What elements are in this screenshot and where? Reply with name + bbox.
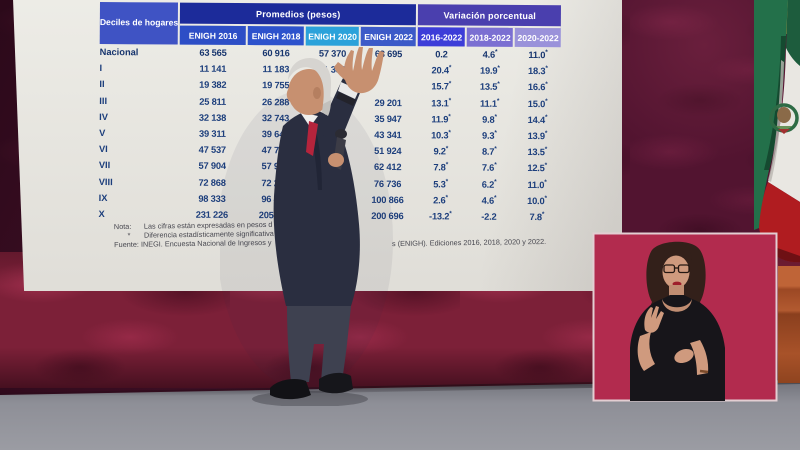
presenter-figure: [220, 47, 393, 406]
table-cell: 10.3*: [431, 129, 451, 141]
table-cell: 19.9*: [480, 64, 500, 77]
interpreter-right-arm: [690, 340, 709, 375]
table-cell: 4.6*: [481, 194, 497, 206]
table-cell: 9.3*: [482, 129, 497, 141]
left-shoe: [270, 379, 311, 400]
table-cell: 11.1*: [480, 97, 500, 109]
table-cell: 11.0*: [528, 49, 548, 61]
table-cell: 7.8*: [529, 210, 545, 223]
table-cell: 12.5*: [527, 162, 548, 174]
column-header: 2016-2022: [418, 27, 466, 47]
signing-hand: [644, 306, 664, 333]
table-cell: 11.0*: [527, 178, 547, 190]
table-cell: 13.5*: [479, 81, 500, 93]
table-cell: 18.3*: [528, 65, 548, 77]
table-cell: 13.9*: [527, 130, 548, 142]
shirt-collar: [300, 112, 318, 127]
ear: [313, 87, 321, 99]
bracelet: [699, 369, 709, 374]
table-cell: 2.6*: [433, 194, 448, 206]
table-cell: 15.7*: [431, 80, 452, 92]
mic-hand: [328, 153, 344, 167]
interpreter-face: [662, 255, 690, 289]
table-cell: 20.4*: [431, 64, 452, 76]
table-cell: 9.8*: [482, 113, 497, 125]
row-label: IV: [99, 111, 109, 122]
microphone: [335, 129, 347, 139]
raised-hand: [343, 47, 384, 94]
table-cell: 7.6*: [481, 162, 497, 174]
table-cell: 7.8*: [433, 161, 449, 173]
table-cell: 14.4*: [527, 113, 548, 125]
right-shoe: [319, 372, 353, 394]
row-label: V: [99, 128, 106, 139]
wristwatch: [336, 92, 356, 106]
row-label: II: [99, 79, 105, 90]
interpreter-left-arm: [637, 332, 655, 371]
head: [288, 69, 330, 115]
glasses: [663, 264, 690, 274]
table-cell: 5.3*: [433, 177, 448, 190]
source-text-right: s (ENIGH). Ediciones 2016, 2018, 2020 y …: [391, 236, 547, 249]
group-header-variacion: Variación porcentual: [418, 4, 562, 29]
row-label: I: [99, 63, 103, 74]
row-label: X: [98, 208, 105, 220]
column-header: 2020-2022: [515, 27, 562, 48]
table-cell: 15.0*: [527, 97, 548, 109]
table-cell: 9.2*: [433, 145, 449, 157]
row-label: IX: [98, 192, 108, 203]
table-cell: 4.6*: [482, 48, 498, 60]
row-label: VI: [98, 144, 108, 155]
table-cell: 16.6*: [527, 81, 548, 93]
gray-hair: [288, 58, 331, 108]
row-label: VII: [98, 160, 111, 171]
row-label: Nacional: [99, 47, 139, 58]
trousers: [287, 306, 351, 382]
table-cell: 10.0*: [527, 194, 547, 206]
flag-white-stripe: [768, 48, 800, 202]
table-cell: -2.2: [481, 211, 497, 222]
sign-interpreter-box: [592, 232, 778, 402]
shirt-cuff: [338, 82, 359, 99]
mexican-flag: [754, 0, 800, 263]
table-cell: 11.9*: [431, 113, 451, 125]
note-label: Nota:: [113, 221, 132, 232]
stage-prop: [778, 266, 800, 383]
table-cell: 0.2: [435, 49, 448, 60]
table-cell: 13.5*: [527, 146, 548, 158]
column-header: 2018-2022: [467, 27, 514, 47]
row-label: III: [99, 95, 108, 106]
row-label: VIII: [98, 176, 113, 187]
corner-header: Deciles de hogares: [99, 2, 179, 45]
table-cell: 6.2*: [481, 178, 497, 190]
table-cell: 13.1*: [431, 97, 452, 109]
table-cell: 8.7*: [481, 145, 497, 157]
red-tie: [306, 121, 318, 156]
table-cell: -13.2*: [429, 210, 452, 222]
asterisk-label: *: [127, 230, 131, 240]
